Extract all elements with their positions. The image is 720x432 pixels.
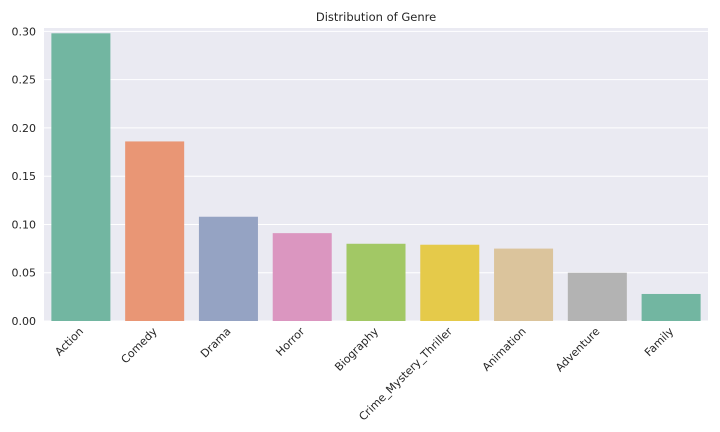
bar-adventure bbox=[567, 272, 627, 321]
chart-title: Distribution of Genre bbox=[316, 10, 436, 24]
y-axis-ticks: 0.00 0.05 0.10 0.15 0.20 0.25 0.30 bbox=[12, 25, 37, 328]
x-tick-label: Family bbox=[642, 325, 677, 360]
bar-biography bbox=[346, 243, 406, 321]
y-tick-label: 0.10 bbox=[12, 218, 37, 231]
y-tick-label: 0.25 bbox=[12, 74, 37, 87]
y-tick-label: 0.15 bbox=[12, 170, 37, 183]
bars bbox=[51, 33, 701, 321]
y-tick-label: 0.20 bbox=[12, 122, 37, 135]
x-axis-ticks: Action Comedy Drama Horror BiographyCrime_My… bbox=[52, 325, 676, 424]
x-tick-label: Drama bbox=[198, 325, 233, 360]
x-tick-label: Action bbox=[52, 325, 86, 359]
bar-crime-mystery-thriller bbox=[420, 244, 480, 321]
x-tick-label: Comedy bbox=[118, 325, 160, 367]
x-tick-label: Biography bbox=[332, 325, 381, 374]
bar-family bbox=[641, 293, 701, 321]
x-tick-label: Adventure bbox=[553, 325, 603, 375]
bar-action bbox=[51, 33, 111, 321]
y-tick-label: 0.05 bbox=[12, 267, 37, 280]
y-tick-label: 0.00 bbox=[12, 315, 37, 328]
y-tick-label: 0.30 bbox=[12, 25, 37, 38]
bar-animation bbox=[494, 248, 554, 321]
bar-horror bbox=[272, 233, 332, 321]
x-tick-label: Horror bbox=[273, 325, 307, 359]
bar-drama bbox=[198, 216, 258, 321]
bar-comedy bbox=[125, 141, 185, 321]
x-tick-label: Animation bbox=[480, 325, 529, 374]
